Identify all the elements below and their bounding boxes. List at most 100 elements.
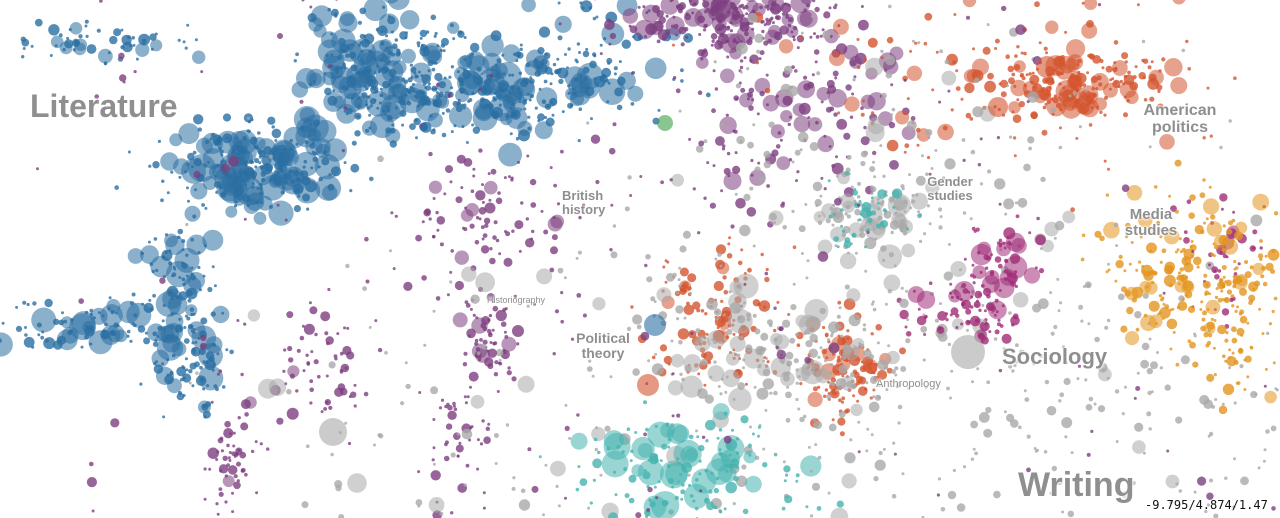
topic-dot [1226, 356, 1237, 367]
topic-dot [498, 86, 504, 93]
topic-dot [841, 396, 846, 401]
topic-dot [935, 50, 939, 54]
topic-dot [1170, 205, 1177, 213]
topic-dot [564, 403, 568, 407]
topic-dot [770, 124, 785, 139]
topic-dot [1250, 214, 1263, 227]
topic-dot [1206, 86, 1210, 90]
topic-dot [767, 0, 785, 13]
topic-dot [363, 0, 388, 22]
topic-dot [645, 427, 649, 432]
topic-dot [665, 14, 669, 18]
topic-dot [805, 505, 809, 509]
topic-dot [690, 331, 694, 336]
topic-dot [1208, 185, 1212, 189]
topic-dot [910, 116, 916, 121]
topic-dot [973, 77, 980, 84]
topic-dot [1023, 51, 1027, 56]
topic-dot [757, 425, 762, 429]
topic-dot [1063, 377, 1071, 386]
topic-dot [700, 309, 705, 313]
topic-dot [119, 74, 127, 82]
topic-dot [794, 149, 801, 156]
topic-dot [831, 162, 844, 175]
topic-dot [676, 317, 680, 321]
topic-dot [444, 404, 448, 409]
topic-dot [924, 12, 933, 21]
topic-dot [657, 480, 661, 484]
topic-dot [595, 179, 600, 185]
topic-dot [955, 86, 961, 91]
topic-dot [651, 355, 656, 360]
topic-dot [343, 106, 348, 110]
topic-dot [987, 72, 994, 80]
topic-dot [1252, 229, 1258, 235]
topic-dot [110, 418, 120, 428]
topic-dot [765, 73, 769, 77]
topic-dot [343, 85, 357, 99]
topic-dot [526, 92, 530, 96]
topic-dot [1039, 247, 1043, 251]
topic-dot [394, 38, 399, 42]
topic-dot [310, 166, 314, 170]
topic-dot [702, 0, 706, 2]
topic-dot [1018, 425, 1022, 430]
topic-dot [309, 5, 313, 9]
topic-dot [359, 33, 366, 40]
topic-dot [785, 473, 789, 477]
topic-dot [476, 438, 480, 442]
topic-dot [487, 332, 493, 338]
topic-dot [459, 73, 482, 96]
topic-dot [497, 191, 501, 195]
topic-dot [1234, 309, 1238, 313]
topic-dot [345, 53, 350, 58]
topic-dot [192, 214, 197, 219]
topic-dot [735, 83, 742, 89]
topic-dot [768, 210, 784, 226]
topic-dot [153, 364, 164, 374]
topic-dot [496, 73, 500, 77]
topic-dot [886, 350, 900, 365]
topic-dot [838, 325, 842, 329]
topic-dot [874, 459, 886, 471]
topic-dot [1012, 136, 1017, 140]
topic-dot [1264, 254, 1268, 258]
topic-dot [448, 75, 452, 79]
topic-dot [719, 264, 723, 268]
topic-dot [1224, 476, 1228, 480]
topic-dot [1225, 255, 1229, 259]
topic-dot [184, 46, 188, 50]
topic-dot [680, 42, 685, 47]
topic-dot [411, 83, 415, 86]
topic-dot [502, 44, 521, 63]
topic-dot [877, 189, 887, 199]
topic-dot [1149, 249, 1153, 253]
topic-dot [456, 432, 460, 436]
topic-dot [696, 435, 700, 439]
topic-dot [560, 149, 564, 154]
topic-dot [563, 276, 567, 280]
topic-dot [1258, 307, 1262, 311]
topic-dot [819, 34, 823, 38]
topic-dot [1085, 404, 1093, 411]
topic-dot [679, 245, 687, 253]
topic-dot [1118, 254, 1123, 259]
topic-dot [749, 425, 752, 429]
topic-dot [1041, 129, 1048, 136]
topic-dot [457, 55, 472, 70]
topic-dot [1015, 24, 1026, 35]
topic-dot [836, 500, 844, 508]
topic-dot [1197, 476, 1207, 486]
topic-dot [841, 232, 846, 238]
topic-dot [469, 223, 475, 229]
topic-dot [1148, 337, 1152, 341]
topic-dot [643, 432, 647, 437]
topic-dot [1264, 390, 1277, 404]
topic-dot [1239, 364, 1244, 369]
topic-dot [390, 211, 394, 215]
topic-dot [786, 385, 790, 389]
topic-dot [1061, 417, 1073, 429]
topic-dot [432, 418, 436, 421]
topic-dot [1142, 451, 1146, 455]
topic-dot [257, 131, 261, 135]
